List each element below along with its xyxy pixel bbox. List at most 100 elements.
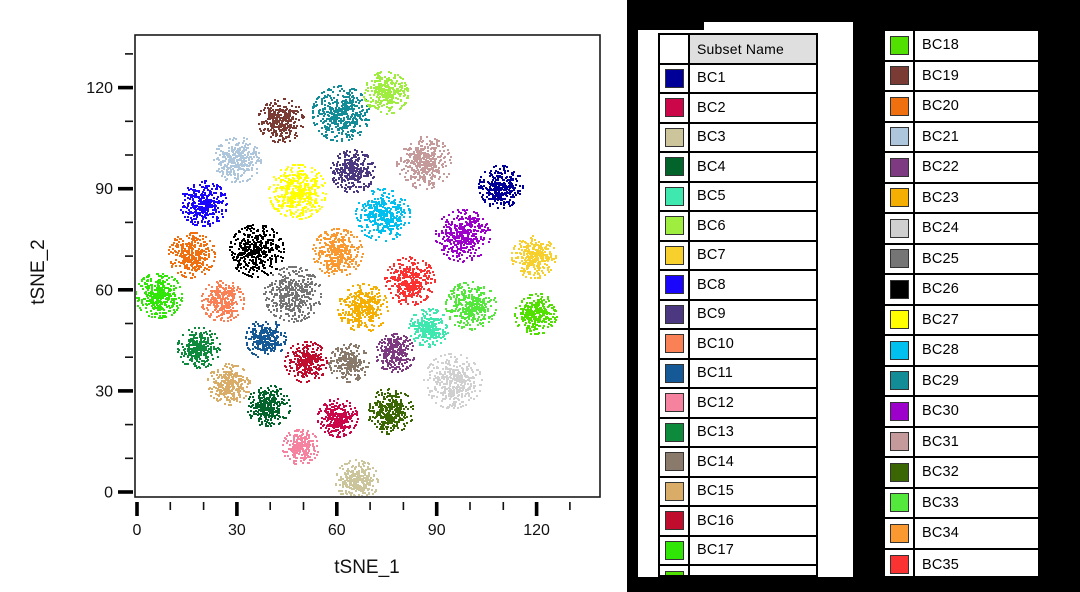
subset-name: BC25 [922, 250, 960, 267]
legend-row-BC21[interactable]: BC21 [885, 122, 1038, 153]
subset-name: BC23 [922, 189, 960, 206]
subset-swatch-cell [660, 566, 690, 575]
legend-row-BC18[interactable]: BC18 [885, 31, 1038, 62]
legend-row-BC14[interactable]: BC14 [660, 448, 816, 478]
subset-swatch [889, 432, 909, 452]
subset-swatch-cell [660, 241, 690, 269]
subset-name: BC18 [922, 37, 960, 54]
subset-swatch-cell [885, 519, 915, 548]
legend-row-BC11[interactable]: BC11 [660, 359, 816, 389]
x-tick-labels: 0 30 60 90 120 [133, 522, 550, 539]
subset-swatch [889, 127, 909, 147]
subset-swatch [664, 275, 684, 295]
legend-row-BC1[interactable]: BC1 [660, 64, 816, 94]
legend-row-BC19[interactable]: BC19 [885, 61, 1038, 92]
subset-swatch [664, 540, 684, 560]
legend-row-BC8[interactable]: BC8 [660, 271, 816, 301]
legend-row-BC25[interactable]: BC25 [885, 244, 1038, 275]
subset-swatch [889, 523, 909, 543]
legend-row-BC5[interactable]: BC5 [660, 182, 816, 212]
subset-name: BC14 [697, 453, 735, 470]
subset-swatch-cell [660, 359, 690, 387]
cluster-BC21 [213, 137, 262, 183]
subset-swatch [889, 188, 909, 208]
legend-row-BC13[interactable]: BC13 [660, 418, 816, 448]
legend-row-BC10[interactable]: BC10 [660, 330, 816, 360]
cluster-BC5 [408, 308, 449, 348]
legend-row-BC32[interactable]: BC32 [885, 458, 1038, 489]
subset-swatch-cell [660, 153, 690, 181]
subset-swatch-cell [885, 122, 915, 151]
legend-row-BC23[interactable]: BC23 [885, 183, 1038, 214]
legend-row-BC12[interactable]: BC12 [660, 389, 816, 419]
subset-swatch [664, 334, 684, 354]
legend-row-BC22[interactable]: BC22 [885, 153, 1038, 184]
subset-swatch [889, 555, 909, 575]
subset-name: BC26 [922, 281, 960, 298]
subset-name: BC11 [697, 365, 733, 382]
subset-name: BC27 [922, 311, 960, 328]
subset-swatch-cell [660, 182, 690, 210]
cluster-BC17 [136, 273, 183, 319]
subset-swatch [664, 216, 684, 236]
subset-name: BC10 [697, 335, 735, 352]
legend-row-BC34[interactable]: BC34 [885, 519, 1038, 550]
subset-name: BC31 [922, 433, 960, 450]
cluster-BC15 [207, 363, 251, 406]
legend-row-BC4[interactable]: BC4 [660, 153, 816, 183]
subset-name: BC16 [697, 512, 735, 529]
legend-row-BC15[interactable]: BC15 [660, 477, 816, 507]
subset-swatch [889, 401, 909, 421]
cluster-BC4 [247, 385, 291, 427]
cluster-BC32 [368, 388, 414, 435]
y-tick-label: 0 [104, 485, 113, 502]
subset-name: BC28 [922, 342, 960, 359]
subset-swatch-cell [885, 61, 915, 90]
subset-swatch-cell [885, 458, 915, 487]
legend-row-BC28[interactable]: BC28 [885, 336, 1038, 367]
legend-row-BC20[interactable]: BC20 [885, 92, 1038, 123]
subset-name: BC4 [697, 158, 726, 175]
subset-swatch-cell [885, 366, 915, 395]
x-axis-title: tSNE_1 [334, 557, 399, 578]
subset-swatch [664, 452, 684, 472]
legend-row-BC9[interactable]: BC9 [660, 300, 816, 330]
legend-row-BC30[interactable]: BC30 [885, 397, 1038, 428]
subset-swatch [664, 422, 684, 442]
subset-swatch [889, 66, 909, 86]
legend-row-BC29[interactable]: BC29 [885, 366, 1038, 397]
subset-swatch [664, 127, 684, 147]
legend-row-BC24[interactable]: BC24 [885, 214, 1038, 245]
legend-row-BC2[interactable]: BC2 [660, 94, 816, 124]
subset-name: BC7 [697, 247, 726, 264]
legend-row-BC6[interactable]: BC6 [660, 212, 816, 242]
subset-name: BC3 [697, 129, 726, 146]
legend-row-BC31[interactable]: BC31 [885, 427, 1038, 458]
subset-name: BC32 [922, 464, 960, 481]
subset-swatch-cell [885, 305, 915, 334]
legend-row-BC16[interactable]: BC16 [660, 507, 816, 537]
legend-row-BC3[interactable]: BC3 [660, 123, 816, 153]
legend-row-BC27[interactable]: BC27 [885, 305, 1038, 336]
cluster-BC26 [229, 224, 285, 278]
subset-name: BC20 [922, 98, 960, 115]
subset-swatch-cell [885, 336, 915, 365]
cluster-BC33 [445, 281, 497, 331]
subset-swatch [889, 462, 909, 482]
legend-row-BC35[interactable]: BC35 [885, 549, 1038, 576]
subset-name: BC24 [922, 220, 960, 237]
subset-swatch [889, 493, 909, 513]
subset-swatch-cell [660, 389, 690, 417]
subset-swatch-cell [885, 153, 915, 182]
legend-row-BC17[interactable]: BC17 [660, 536, 816, 566]
subset-swatch [664, 245, 684, 265]
legend-row-BC7[interactable]: BC7 [660, 241, 816, 271]
legend-row-BC18[interactable]: BC18 [660, 566, 816, 575]
legend-row-BC33[interactable]: BC33 [885, 488, 1038, 519]
legend-row-BC26[interactable]: BC26 [885, 275, 1038, 306]
y-axis-ticks [118, 53, 133, 494]
cluster-BC9 [330, 149, 376, 193]
subset-name-header: Subset Name [690, 35, 816, 63]
subset-swatch-cell [660, 212, 690, 240]
cluster-BC29 [312, 85, 370, 142]
